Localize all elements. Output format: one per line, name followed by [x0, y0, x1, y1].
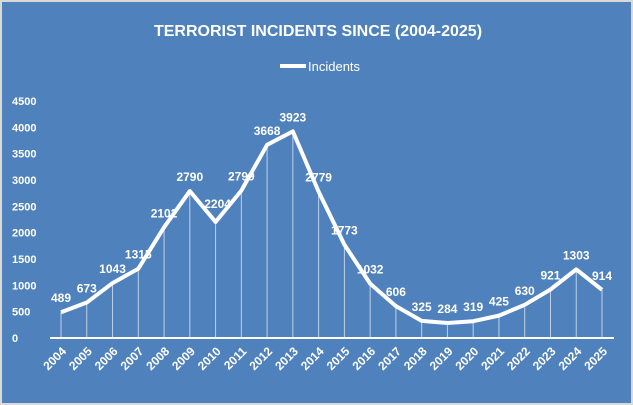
data-label: 425	[489, 295, 509, 309]
x-tick-label: 2024	[556, 344, 585, 373]
x-tick-label: 2005	[66, 344, 95, 373]
x-tick-label: 2015	[324, 344, 353, 373]
y-tick-label: 500	[12, 307, 30, 319]
y-tick-label: 2000	[12, 228, 36, 240]
x-tick-label: 2009	[169, 344, 198, 373]
y-tick-label: 2500	[12, 201, 36, 213]
data-label: 2779	[305, 171, 332, 185]
x-tick-label: 2010	[195, 344, 224, 373]
data-label: 1773	[331, 224, 358, 238]
x-tick-label: 2019	[427, 344, 456, 373]
y-tick-label: 3000	[12, 175, 36, 187]
data-label: 1315	[125, 248, 152, 262]
data-label: 1043	[99, 262, 126, 276]
data-label: 606	[386, 285, 406, 299]
x-tick-label: 2013	[272, 344, 301, 373]
y-tick-label: 1000	[12, 280, 36, 292]
x-tick-label: 2017	[375, 344, 404, 373]
x-tick-label: 2018	[401, 344, 430, 373]
y-tick-label: 3500	[12, 149, 36, 161]
x-tick-label: 2014	[298, 344, 327, 373]
data-label: 2204	[204, 197, 231, 211]
x-tick-label: 2011	[221, 344, 250, 373]
data-label: 3923	[280, 110, 307, 124]
x-tick-label: 2006	[92, 344, 121, 373]
x-tick-label: 2025	[581, 344, 610, 373]
legend-label: Incidents	[308, 59, 361, 74]
data-label: 921	[540, 268, 560, 282]
data-label: 2799	[228, 170, 255, 184]
x-tick-label: 2022	[504, 344, 533, 373]
data-label: 914	[592, 269, 612, 283]
y-tick-label: 4000	[12, 122, 36, 134]
data-label: 1032	[357, 263, 384, 277]
y-tick-label: 1500	[12, 254, 36, 266]
x-tick-label: 2008	[143, 344, 172, 373]
x-tick-label: 2023	[530, 344, 559, 373]
x-tick-label: 2016	[349, 344, 378, 373]
x-tick-label: 2004	[40, 344, 69, 373]
legend: Incidents	[280, 59, 361, 74]
x-tick-label: 2007	[118, 344, 147, 373]
data-label: 2102	[151, 206, 178, 220]
data-label: 2790	[176, 170, 203, 184]
data-label: 319	[463, 300, 483, 314]
data-label: 673	[77, 282, 97, 296]
data-label: 630	[515, 284, 535, 298]
x-tick-label: 2020	[453, 344, 482, 373]
data-label: 284	[437, 302, 457, 316]
y-tick-label: 0	[12, 333, 18, 345]
y-tick-label: 4500	[12, 96, 36, 108]
data-label: 3668	[254, 124, 281, 138]
x-tick-label: 2012	[246, 344, 275, 373]
series-line-incidents	[60, 129, 604, 326]
data-label: 325	[412, 300, 432, 314]
x-tick-label: 2021	[478, 344, 507, 373]
chart-title: TERRORIST INCIDENTS SINCE (2004-2025)	[154, 23, 482, 40]
data-label: 1303	[563, 248, 590, 262]
data-label: 489	[51, 291, 71, 305]
